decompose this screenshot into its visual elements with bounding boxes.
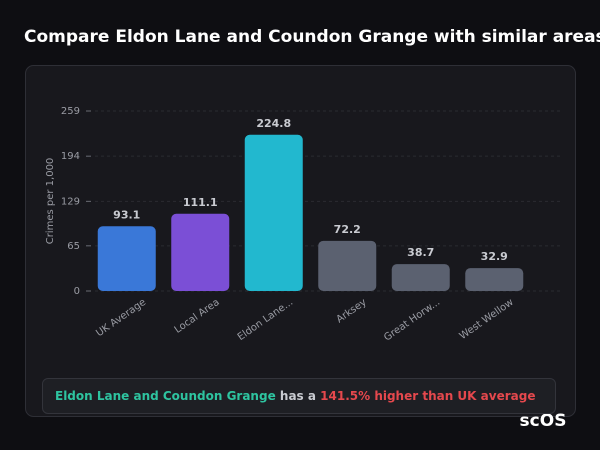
chart-title: Compare Eldon Lane and Coundon Grange wi… xyxy=(24,27,600,47)
bar xyxy=(171,213,230,291)
summary-comparison: 141.5% higher than UK average xyxy=(320,389,536,403)
value-label: 32.9 xyxy=(481,250,508,263)
y-tick-label: 65 xyxy=(67,241,80,252)
value-label: 38.7 xyxy=(407,246,434,259)
y-tick-label: 129 xyxy=(61,196,80,207)
summary-area: Eldon Lane and Coundon Grange xyxy=(55,389,276,403)
value-label: 72.2 xyxy=(334,223,361,236)
value-label: 224.8 xyxy=(256,117,291,130)
bar xyxy=(97,226,156,291)
brand-logo: scOS xyxy=(520,411,567,431)
value-label: 111.1 xyxy=(183,196,218,209)
bar xyxy=(391,264,450,291)
y-tick-label: 0 xyxy=(74,286,80,297)
bar xyxy=(244,134,303,291)
bar xyxy=(318,240,377,291)
y-tick-label: 194 xyxy=(61,151,80,162)
y-tick-label: 259 xyxy=(61,106,80,117)
summary-connector: has a xyxy=(279,389,316,403)
bar xyxy=(465,268,524,291)
summary-box: Eldon Lane and Coundon Grange has a 141.… xyxy=(42,378,556,414)
y-axis-label: Crimes per 1,000 xyxy=(45,158,56,245)
value-label: 93.1 xyxy=(113,208,140,221)
